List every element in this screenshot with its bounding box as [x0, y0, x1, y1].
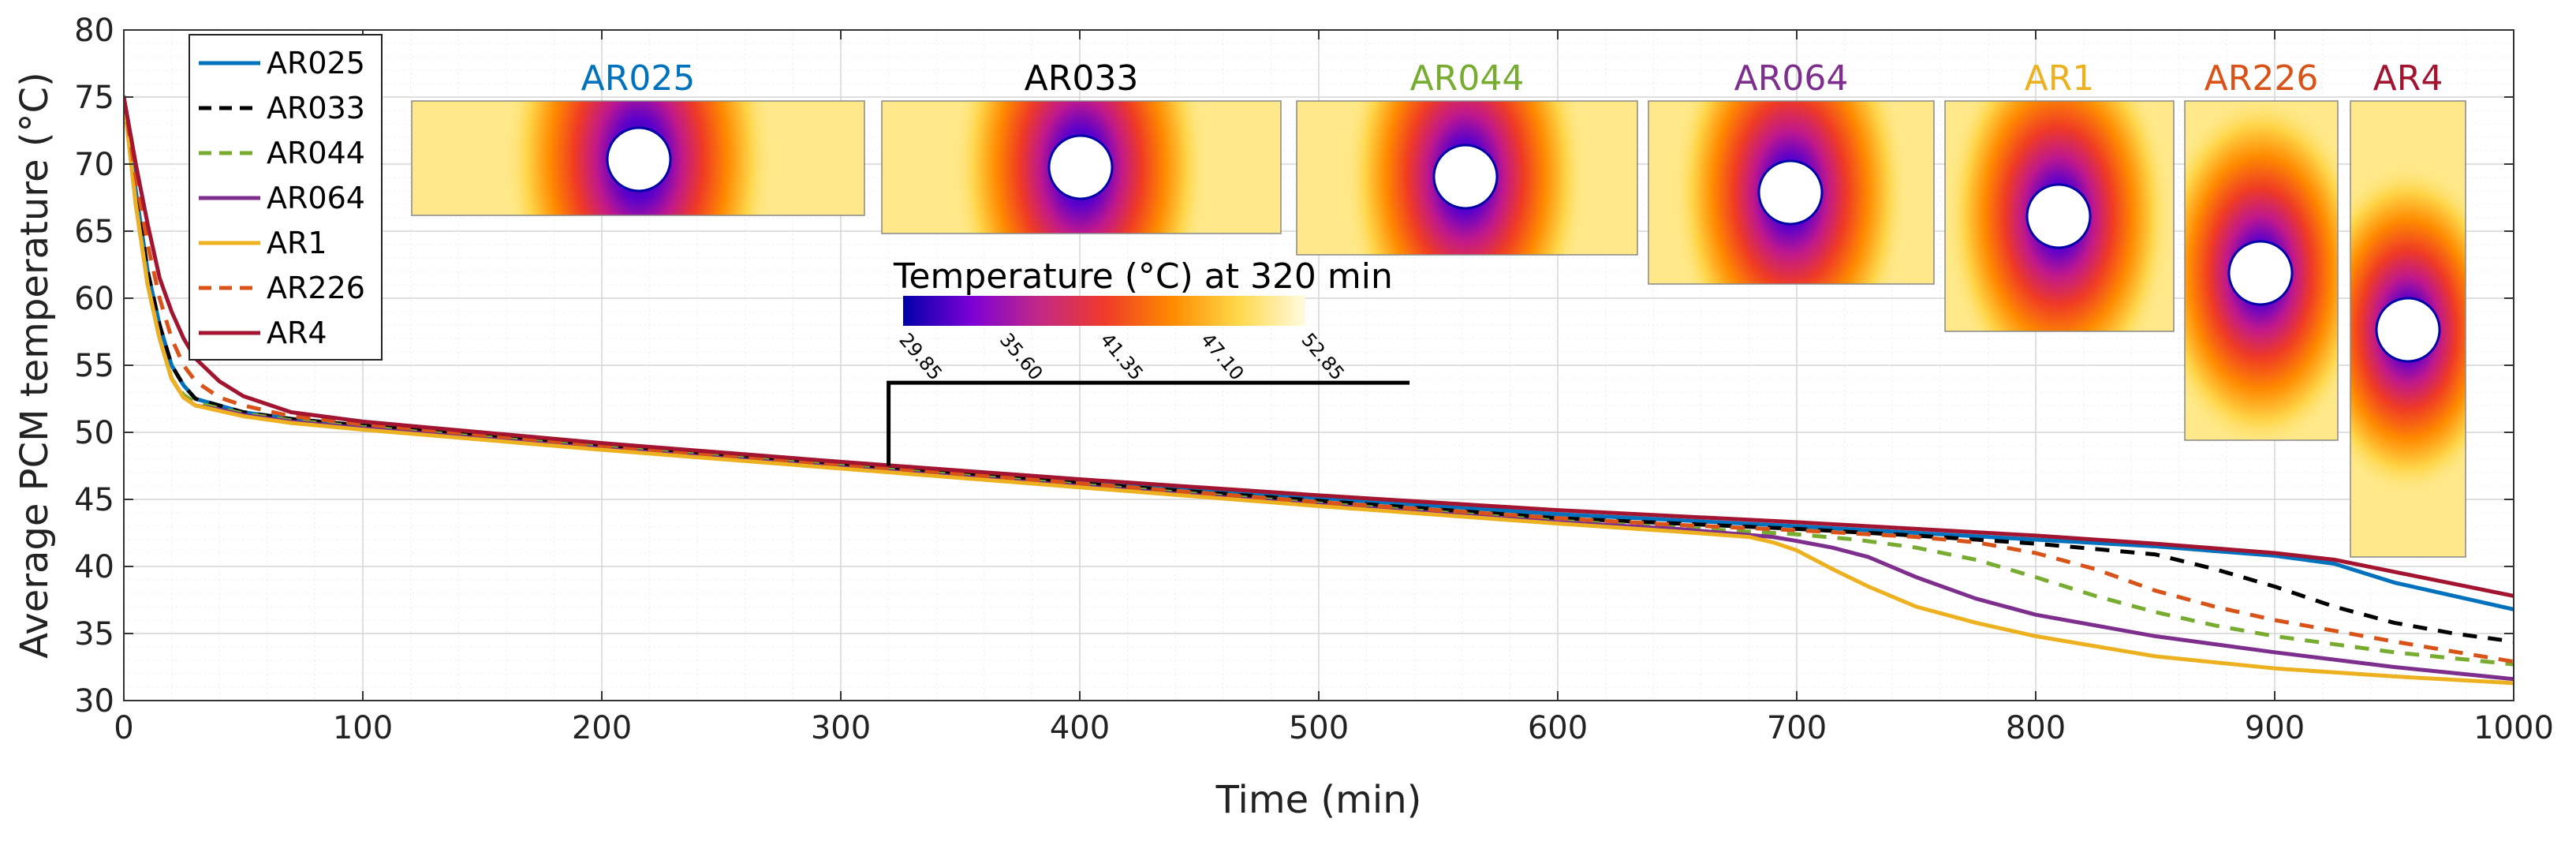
y-tick-label: 50 — [74, 415, 114, 451]
colorbar-tick-label: 47.10 — [1197, 329, 1249, 385]
legend-label-ar044: AR044 — [267, 136, 365, 170]
y-tick-label: 55 — [74, 348, 114, 384]
y-tick-label: 75 — [74, 80, 114, 116]
inset-frame — [1296, 100, 1638, 256]
inset-frame — [1944, 100, 2175, 332]
inset-frame — [1648, 100, 1935, 285]
inset-tube — [2375, 297, 2441, 363]
colorbar-title: Temperature (°C) at 320 min — [893, 256, 1393, 297]
inset-tube — [1047, 134, 1114, 200]
y-tick-label: 65 — [74, 214, 114, 250]
inset-frame — [411, 100, 865, 216]
inset-title-ar033: AR033 — [1025, 58, 1139, 99]
x-tick-label: 300 — [811, 710, 871, 746]
x-tick-label: 600 — [1528, 710, 1588, 746]
inset-title-ar064: AR064 — [1734, 58, 1849, 99]
colorbar-gradient — [903, 296, 1305, 326]
inset-tube — [2227, 240, 2294, 306]
axis-ticks: 0 100 200 300 400 500 600 700 800 900 1000 30 35 40 45… — [74, 13, 2554, 746]
inset-ar033: AR033 — [881, 58, 1282, 234]
x-axis-title: Time (min) — [1215, 778, 1422, 822]
inset-ar025: AR025 — [411, 58, 865, 216]
x-tick-label: 100 — [333, 710, 393, 746]
annotation-layer — [887, 380, 1410, 466]
inset-title-ar4: AR4 — [2373, 58, 2443, 99]
colorbar-tick-label: 52.85 — [1297, 329, 1349, 385]
legend-label-ar226: AR226 — [267, 271, 365, 305]
legend-label-ar064: AR064 — [267, 181, 365, 215]
x-tick-label: 0 — [114, 710, 133, 746]
x-tick-label: 200 — [572, 710, 632, 746]
inset-frame — [2350, 100, 2466, 558]
x-tick-label: 900 — [2245, 710, 2305, 746]
series-line-ar033 — [124, 96, 2514, 644]
x-tick-label: 400 — [1050, 710, 1110, 746]
legend-label-ar4: AR4 — [267, 316, 327, 350]
inset-ar1: AR1 — [1944, 58, 2175, 332]
y-tick-label: 30 — [74, 683, 114, 720]
legend-label-ar025: AR025 — [267, 46, 365, 80]
y-tick-label: 45 — [74, 482, 114, 518]
series-line-ar1 — [124, 95, 2514, 686]
y-tick-label: 70 — [74, 147, 114, 183]
x-tick-label: 500 — [1289, 710, 1349, 746]
y-tick-label: 40 — [74, 549, 114, 585]
x-tick-label: 1000 — [2473, 710, 2554, 746]
inset-title-ar226: AR226 — [2205, 58, 2319, 99]
inset-tube — [1432, 144, 1499, 210]
inset-ar064: AR064 — [1648, 58, 1935, 285]
y-tick-label: 35 — [74, 616, 114, 652]
y-axis-title: Average PCM temperature (°C) — [13, 72, 57, 658]
inset-ar044: AR044 — [1296, 58, 1638, 256]
y-tick-label: 80 — [74, 13, 114, 49]
inset-title-ar1: AR1 — [2025, 58, 2095, 99]
annotation-bracket — [887, 380, 1410, 466]
x-tick-label: 800 — [2006, 710, 2066, 746]
inset-tube — [1757, 159, 1824, 226]
inset-frame — [881, 100, 1282, 234]
legend-label-ar1: AR1 — [267, 226, 327, 260]
colorbar-tick-label: 29.85 — [894, 329, 946, 385]
legend-label-ar033: AR033 — [267, 91, 365, 125]
series-line-ar226 — [124, 96, 2514, 664]
inset-tube — [2025, 183, 2092, 249]
inset-title-ar025: AR025 — [581, 58, 696, 99]
legend: AR025 AR033 AR044 AR064 AR1 AR226 AR4 — [189, 34, 383, 361]
inset-title-ar044: AR044 — [1410, 58, 1525, 99]
inset-ar4: AR4 — [2350, 58, 2466, 558]
inset-ar226: AR226 — [2184, 58, 2339, 441]
inset-frame — [2184, 100, 2339, 441]
colorbar-tick-label: 35.60 — [995, 329, 1047, 385]
inset-tube — [606, 126, 672, 192]
colorbar-tick-label: 41.35 — [1096, 329, 1148, 385]
series-layer — [124, 95, 2514, 686]
temperature-contour-insets: AR025 AR033 AR044 AR064 AR1 AR226 AR4 — [411, 58, 2466, 558]
x-tick-label: 700 — [1767, 710, 1827, 746]
series-line-ar4 — [124, 95, 2514, 598]
y-tick-label: 60 — [74, 281, 114, 317]
